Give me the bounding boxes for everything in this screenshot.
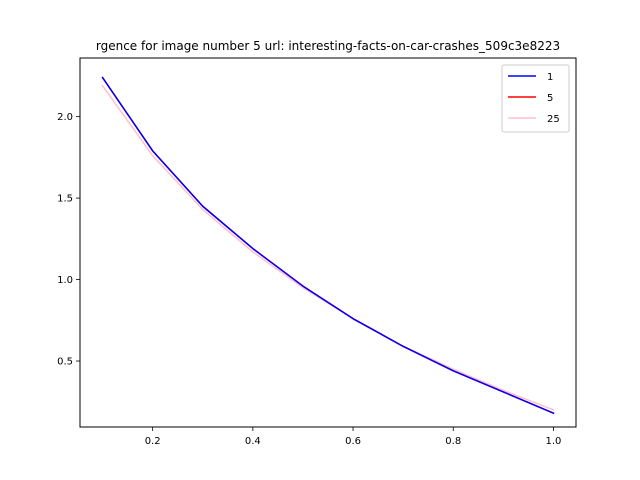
x-tick-label: 1.0 xyxy=(546,436,562,447)
y-axis: 0.5 1.0 1.5 2.0 xyxy=(57,112,80,368)
series-layer xyxy=(101,76,555,415)
legend-label-5: 5 xyxy=(547,93,553,104)
x-tick-label: 0.6 xyxy=(345,436,361,447)
chart-title: rgence for image number 5 url: interesti… xyxy=(96,39,560,53)
series-line-1 xyxy=(101,76,555,415)
legend-label-25: 25 xyxy=(547,114,560,125)
x-tick-label: 0.4 xyxy=(245,436,261,447)
x-axis: 0.2 0.4 0.6 0.8 1.0 xyxy=(145,427,562,447)
y-tick-label: 1.0 xyxy=(57,275,73,286)
x-tick-label: 0.8 xyxy=(445,436,461,447)
plot-frame xyxy=(79,57,577,428)
y-tick-label: 2.0 xyxy=(57,112,73,123)
y-tick-label: 0.5 xyxy=(57,357,73,368)
x-tick-label: 0.2 xyxy=(145,436,161,447)
y-tick-label: 1.5 xyxy=(57,194,73,205)
legend-box xyxy=(501,64,570,133)
legend-label-1: 1 xyxy=(547,72,553,83)
